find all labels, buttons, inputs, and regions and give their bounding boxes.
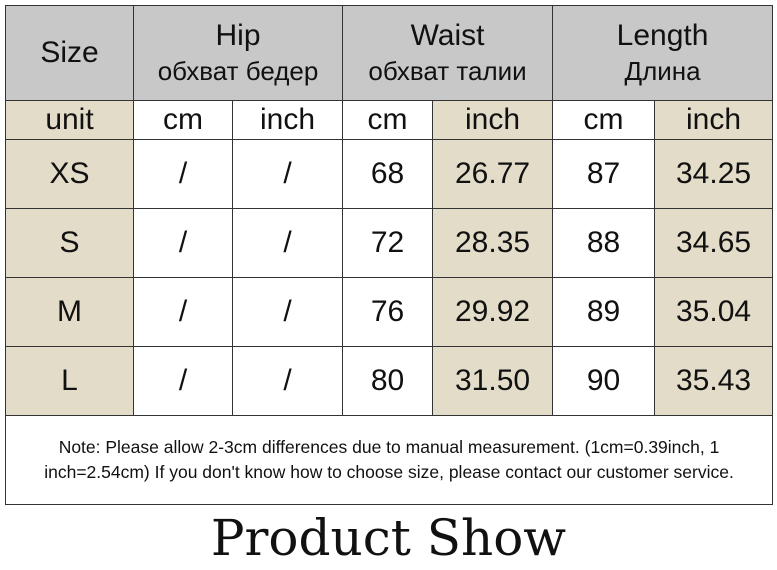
header-waist-en: Waist: [410, 19, 485, 52]
size-chart-table: Size Hip обхват бедер Waist обхват талии…: [4, 5, 774, 505]
header-waist: Waist обхват талии: [342, 5, 554, 101]
header-length: Length Длина: [552, 5, 774, 101]
header-hip-ru: обхват бедер: [157, 56, 319, 86]
size-cell: XS: [5, 139, 134, 209]
unit-hip-inch: inch: [231, 100, 344, 140]
header-size: Size: [5, 5, 134, 101]
size-cell: L: [5, 346, 134, 416]
unit-waist-inch: inch: [432, 100, 554, 140]
hip-cm-cell: /: [133, 208, 233, 278]
header-row: Size Hip обхват бедер Waist обхват талии…: [5, 5, 774, 101]
note-row: Note: Please allow 2-3cm differences due…: [4, 415, 774, 505]
waist-inch-cell: 29.92: [432, 277, 554, 347]
size-cell: M: [5, 277, 134, 347]
product-show-heading: Product Show: [210, 509, 567, 567]
header-hip-en: Hip: [215, 19, 261, 52]
header-length-ru: Длина: [624, 56, 701, 86]
unit-length-cm: cm: [552, 100, 656, 140]
waist-inch-cell: 31.50: [432, 346, 554, 416]
hip-cm-cell: /: [133, 277, 233, 347]
unit-row: unit cm inch cm inch cm inch: [5, 100, 774, 140]
size-chart: Size Hip обхват бедер Waist обхват талии…: [4, 5, 774, 505]
length-inch-cell: 34.65: [654, 208, 774, 278]
hip-inch-cell: /: [231, 277, 344, 347]
table-row: M / / 76 29.92 89 35.04: [5, 277, 774, 347]
length-cm-cell: 89: [552, 277, 656, 347]
hip-cm-cell: /: [133, 139, 233, 209]
table-row: XS / / 68 26.77 87 34.25: [5, 139, 774, 209]
measurement-note: Note: Please allow 2-3cm differences due…: [4, 415, 774, 505]
header-length-en: Length: [616, 19, 709, 52]
hip-inch-cell: /: [231, 139, 344, 209]
hip-inch-cell: /: [231, 208, 344, 278]
length-inch-cell: 35.43: [654, 346, 774, 416]
hip-inch-cell: /: [231, 346, 344, 416]
length-inch-cell: 35.04: [654, 277, 774, 347]
table-row: S / / 72 28.35 88 34.65: [5, 208, 774, 278]
waist-cm-cell: 76: [342, 277, 434, 347]
header-waist-ru: обхват талии: [368, 56, 527, 86]
waist-cm-cell: 80: [342, 346, 434, 416]
header-hip: Hip обхват бедер: [132, 5, 344, 101]
length-cm-cell: 87: [552, 139, 656, 209]
hip-cm-cell: /: [133, 346, 233, 416]
length-cm-cell: 88: [552, 208, 656, 278]
unit-length-inch: inch: [654, 100, 774, 140]
size-cell: S: [5, 208, 134, 278]
waist-inch-cell: 28.35: [432, 208, 554, 278]
length-cm-cell: 90: [552, 346, 656, 416]
waist-cm-cell: 72: [342, 208, 434, 278]
unit-hip-cm: cm: [133, 100, 233, 140]
waist-cm-cell: 68: [342, 139, 434, 209]
unit-label: unit: [5, 100, 134, 140]
waist-inch-cell: 26.77: [432, 139, 554, 209]
unit-waist-cm: cm: [342, 100, 434, 140]
length-inch-cell: 34.25: [654, 139, 774, 209]
table-row: L / / 80 31.50 90 35.43: [5, 346, 774, 416]
